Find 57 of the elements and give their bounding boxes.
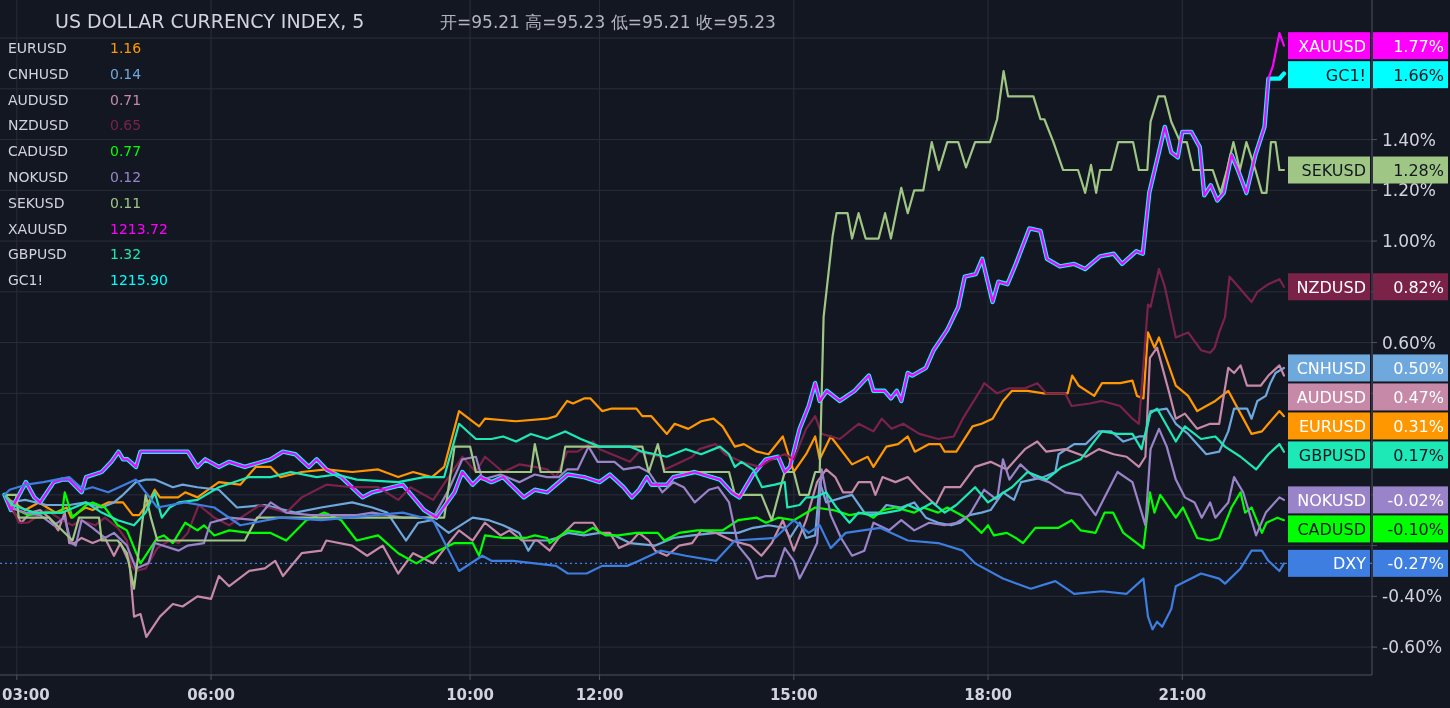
annotation: 0.65 bbox=[110, 117, 142, 134]
legend-label: CNHUSD bbox=[1296, 358, 1366, 378]
annotation: 1215.90 bbox=[110, 272, 168, 289]
legend-label: AUDUSD bbox=[1296, 387, 1366, 407]
annotation: EURUSD bbox=[8, 40, 67, 56]
legend-label: XAUUSD bbox=[1298, 36, 1366, 56]
x-tick-label: 15:00 bbox=[769, 686, 818, 704]
annotation: GC1! bbox=[8, 272, 44, 289]
text: 0.17% bbox=[1393, 445, 1444, 465]
text: 0.82% bbox=[1393, 277, 1444, 297]
annotation: 0.77 bbox=[110, 143, 142, 160]
x-tick-label: 12:00 bbox=[575, 686, 624, 704]
text: 1.66% bbox=[1393, 65, 1444, 85]
text: US DOLLAR CURRENCY INDEX, 5 bbox=[55, 10, 365, 32]
legend-label: NOKUSD bbox=[1297, 490, 1366, 510]
text: -0.02% bbox=[1387, 490, 1444, 510]
text: 0.50% bbox=[1393, 358, 1444, 378]
x-tick-label: 10:00 bbox=[446, 686, 494, 704]
annotation: 1.16 bbox=[110, 40, 142, 56]
legend-label: DXY bbox=[1332, 554, 1367, 574]
annotation: CADUSD bbox=[8, 143, 69, 160]
legend-label: SEKUSD bbox=[1301, 161, 1366, 181]
x-tick-label: 21:00 bbox=[1158, 686, 1207, 704]
text: -0.10% bbox=[1387, 519, 1444, 539]
text: 1.28% bbox=[1393, 161, 1444, 181]
annotation: CNHUSD bbox=[8, 65, 69, 82]
annotation: 1.32 bbox=[110, 246, 142, 263]
x-tick-label: 06:00 bbox=[187, 686, 235, 704]
text: -0.27% bbox=[1387, 554, 1444, 574]
legend-label: CADUSD bbox=[1297, 519, 1366, 539]
annotation: NZDUSD bbox=[8, 117, 69, 134]
annotation: NOKUSD bbox=[8, 169, 69, 185]
y-tick-label: -0.60% bbox=[1382, 637, 1443, 658]
annotation: AUDUSD bbox=[8, 91, 69, 108]
annotation: 0.71 bbox=[110, 91, 142, 108]
legend-label: EURUSD bbox=[1298, 416, 1366, 436]
annotation: 0.14 bbox=[110, 65, 142, 82]
y-tick-label: -0.40% bbox=[1382, 586, 1443, 607]
y-tick-label: 1.20% bbox=[1382, 180, 1437, 201]
text: 0.31% bbox=[1393, 416, 1444, 436]
legend-label: NZDUSD bbox=[1296, 277, 1366, 297]
x-tick-label: 03:00 bbox=[2, 686, 50, 704]
y-tick-label: 0.60% bbox=[1382, 332, 1437, 353]
text: 开=95.21 高=95.23 低=95.21 收=95.23 bbox=[440, 12, 776, 32]
y-tick-label: 1.40% bbox=[1382, 129, 1437, 150]
text: 0.47% bbox=[1393, 387, 1444, 407]
annotation: GBPUSD bbox=[8, 246, 67, 263]
legend-label: GC1! bbox=[1325, 65, 1366, 85]
x-tick-label: 18:00 bbox=[964, 686, 1012, 704]
legend-label: GBPUSD bbox=[1298, 445, 1366, 465]
annotation: 0.11 bbox=[110, 194, 142, 211]
annotation: XAUUSD bbox=[8, 220, 68, 237]
annotation: SEKUSD bbox=[8, 194, 65, 211]
y-tick-label: 1.00% bbox=[1382, 231, 1437, 252]
annotation: 0.12 bbox=[110, 169, 142, 185]
text: 1.77% bbox=[1393, 36, 1444, 56]
annotation: 1213.72 bbox=[110, 220, 168, 237]
